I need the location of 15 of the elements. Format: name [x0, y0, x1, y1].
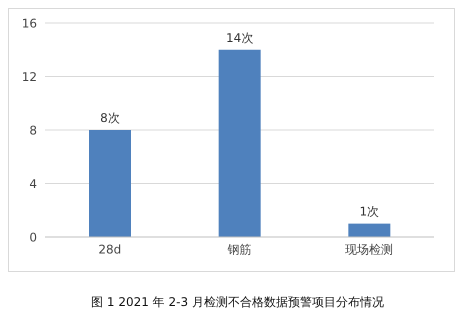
- text: 图 1 2021 年 2-3 月检测不合格数据预警项目分布情况: [90, 294, 385, 311]
- data-label: 8次: [100, 111, 120, 125]
- data-label: 1次: [360, 204, 380, 219]
- data-label: 14次: [226, 30, 254, 45]
- y-tick-label: 4: [29, 176, 37, 191]
- bar: [348, 224, 390, 237]
- y-tick-label: 12: [22, 70, 37, 84]
- y-tick-label: 0: [29, 230, 37, 244]
- bar: [89, 130, 131, 237]
- x-tick-label: 钢筋: [226, 242, 252, 257]
- x-tick-label: 现场检测: [345, 242, 394, 257]
- y-tick-label: 16: [22, 16, 37, 30]
- y-tick-label: 8: [29, 123, 37, 138]
- x-tick-label: 28d: [98, 242, 122, 257]
- bar: [218, 50, 261, 237]
